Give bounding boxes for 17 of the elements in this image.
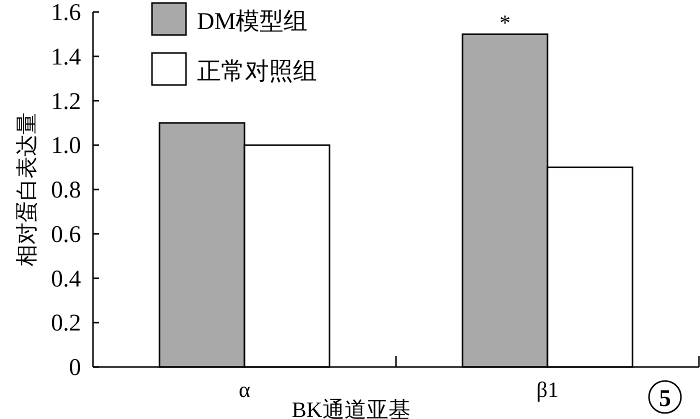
y-tick-label: 0.4: [51, 266, 81, 292]
x-axis-title: BK通道亚基: [292, 397, 410, 419]
y-tick-label: 0.6: [51, 222, 81, 248]
y-tick-label: 0: [69, 355, 81, 381]
annotation: *: [500, 10, 510, 36]
y-tick-label: 1.6: [51, 0, 81, 26]
y-tick-label: 1.4: [51, 44, 81, 70]
legend-label: DM模型组: [197, 9, 308, 35]
legend-label: 正常对照组: [197, 59, 317, 85]
x-tick-label: β1: [536, 377, 559, 402]
y-tick-label: 0.2: [51, 310, 81, 337]
y-tick-label: 1.0: [51, 133, 81, 160]
y-axis-title: 相对蛋白表达量: [14, 112, 39, 266]
y-tick-label: 1.2: [51, 88, 81, 115]
text: 5: [659, 386, 671, 412]
y-tick-label: 0.8: [51, 178, 81, 204]
x-tick-label: α: [238, 377, 251, 402]
